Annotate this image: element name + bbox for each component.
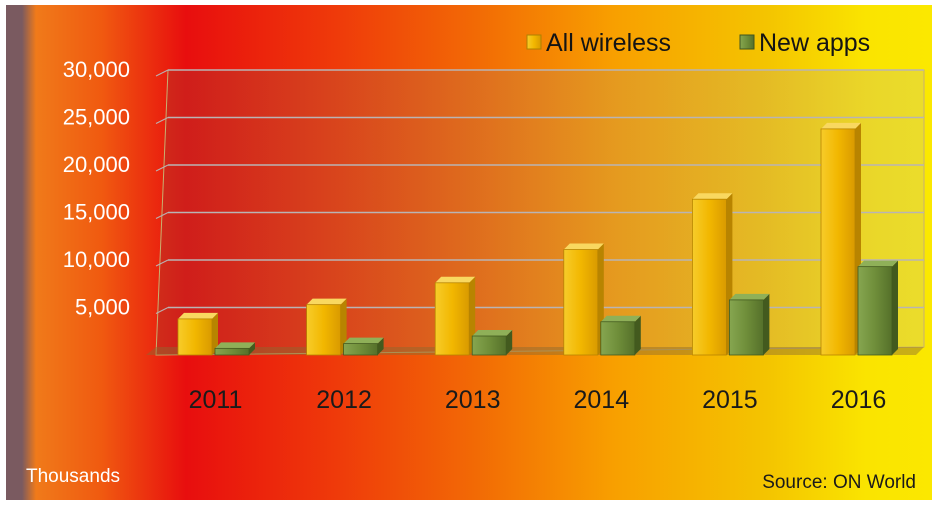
bar-all-wireless-2014-top xyxy=(563,243,604,250)
bar-new-apps-2013-top xyxy=(472,330,513,336)
x-tick-label: 2014 xyxy=(573,386,629,414)
y-tick-label: 25,000 xyxy=(63,105,130,130)
gridline-depth xyxy=(155,307,169,314)
gridline-depth xyxy=(155,117,169,124)
legend-label-new-apps: New apps xyxy=(759,29,870,57)
y-tick-label: 15,000 xyxy=(63,200,130,225)
bar-all-wireless-2015-top xyxy=(692,193,733,200)
legend: All wireless New apps xyxy=(526,29,870,57)
bar-new-apps-2011 xyxy=(214,347,250,356)
bar-new-apps-2016-side xyxy=(892,260,898,355)
y-tick-label: 30,000 xyxy=(63,57,130,82)
legend-swatch-all-wireless xyxy=(526,34,542,50)
bar-all-wireless-2013 xyxy=(434,282,470,356)
y-axis-unit-label: Thousands xyxy=(26,466,120,487)
gridline-depth xyxy=(155,69,169,77)
gridlines xyxy=(155,69,924,314)
bar-new-apps-2012-side xyxy=(377,337,384,355)
bar-new-apps-2013 xyxy=(471,335,507,356)
source-note: Source: ON World xyxy=(762,472,916,493)
bar-new-apps-2015 xyxy=(729,299,764,356)
bar-all-wireless-2015 xyxy=(692,198,727,356)
legend-label-all-wireless: All wireless xyxy=(546,29,671,57)
x-tick-label: 2012 xyxy=(316,386,372,414)
bar-all-wireless-2011-side xyxy=(212,312,218,355)
bar-new-apps-2012-top xyxy=(343,337,384,344)
gridline-depth xyxy=(155,164,169,172)
bar-all-wireless-2011-top xyxy=(178,312,218,319)
gridline-depth xyxy=(155,259,169,267)
bar-new-apps-2016-top xyxy=(858,260,898,267)
bars xyxy=(177,122,898,356)
bar-new-apps-2011-side xyxy=(249,342,255,355)
y-tick-label: 20,000 xyxy=(63,152,130,177)
x-tick-label: 2016 xyxy=(831,386,887,414)
bar-all-wireless-2011 xyxy=(177,318,213,356)
y-tick-label: 10,000 xyxy=(63,247,130,272)
bar-new-apps-2011-top xyxy=(215,342,255,349)
bar-all-wireless-2016 xyxy=(820,128,856,356)
plot-floor xyxy=(146,347,924,355)
bar-new-apps-2014-top xyxy=(600,315,641,322)
bar-new-apps-2015-top xyxy=(729,293,770,300)
bar-all-wireless-2012-side xyxy=(340,298,347,355)
bar-new-apps-2015-side xyxy=(763,293,770,355)
gridline-depth xyxy=(155,212,169,219)
bar-new-apps-2012 xyxy=(343,343,379,356)
bar-all-wireless-2014 xyxy=(563,249,599,356)
legend-swatch-new-apps xyxy=(739,34,755,50)
bar-new-apps-2014-side xyxy=(634,315,641,355)
x-axis-ticks: 2011 2012 2013 2014 2015 2016 xyxy=(189,386,887,414)
bar-all-wireless-2013-top xyxy=(435,276,476,283)
x-tick-label: 2015 xyxy=(702,386,758,414)
y-axis-ticks: 5,000 10,000 15,000 20,000 25,000 30,000 xyxy=(63,57,130,320)
bar-all-wireless-2012 xyxy=(306,304,342,356)
bar-all-wireless-2012-top xyxy=(306,298,347,305)
y-tick-label: 5,000 xyxy=(75,295,130,320)
chart-frame: 5,000 10,000 15,000 20,000 25,000 30,000 2011… xyxy=(6,5,932,500)
bar-new-apps-2013-side xyxy=(506,330,513,355)
x-tick-label: 2013 xyxy=(445,386,501,414)
bar-chart: 5,000 10,000 15,000 20,000 25,000 30,000 2011… xyxy=(26,29,925,493)
bar-all-wireless-2016-top xyxy=(821,122,861,129)
bar-new-apps-2016 xyxy=(857,266,893,356)
bar-new-apps-2014 xyxy=(600,321,636,356)
x-tick-label: 2011 xyxy=(189,386,243,414)
